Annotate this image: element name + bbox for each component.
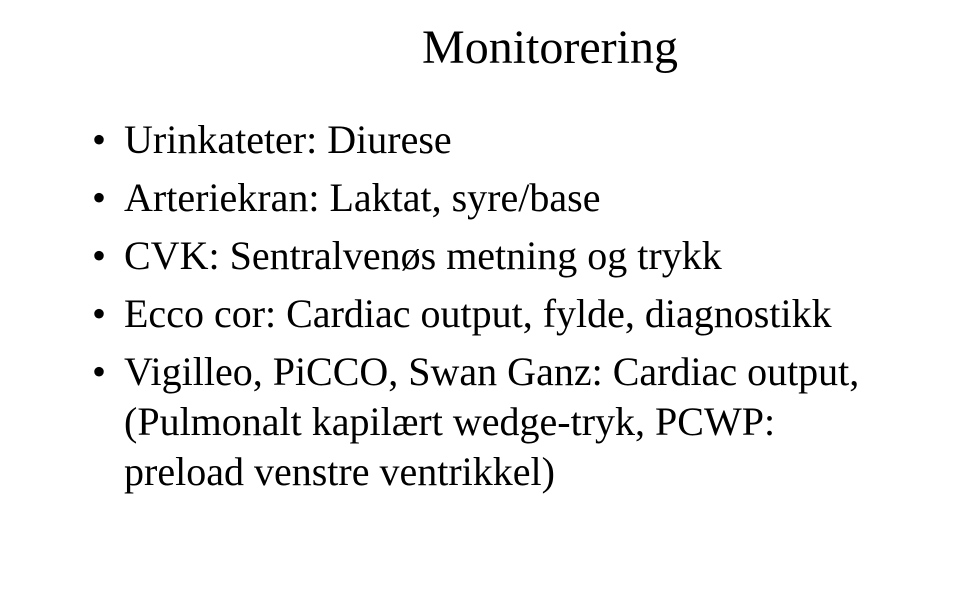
bullet-list: Urinkateter: Diurese Arteriekran: Laktat… bbox=[92, 115, 890, 497]
list-item: Arteriekran: Laktat, syre/base bbox=[92, 173, 890, 223]
slide: Monitorering Urinkateter: Diurese Arteri… bbox=[0, 0, 960, 613]
slide-title: Monitorering bbox=[210, 20, 890, 75]
list-item: Ecco cor: Cardiac output, fylde, diagnos… bbox=[92, 289, 890, 339]
list-item: Urinkateter: Diurese bbox=[92, 115, 890, 165]
list-item: Vigilleo, PiCCO, Swan Ganz: Cardiac outp… bbox=[92, 347, 890, 497]
list-item: CVK: Sentralvenøs metning og trykk bbox=[92, 231, 890, 281]
